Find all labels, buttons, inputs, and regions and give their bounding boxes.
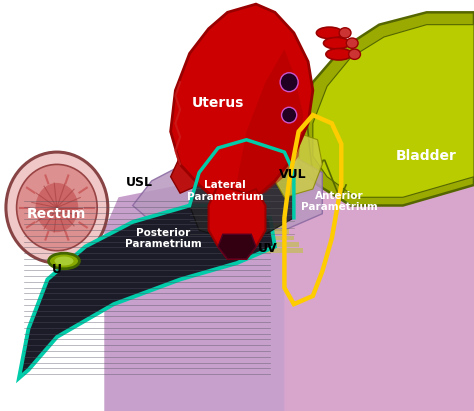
Ellipse shape <box>36 183 78 232</box>
Polygon shape <box>218 234 256 259</box>
Text: Uterus: Uterus <box>192 96 244 110</box>
Polygon shape <box>133 242 299 247</box>
Text: UV: UV <box>258 242 278 255</box>
Polygon shape <box>133 229 289 234</box>
Polygon shape <box>190 140 294 238</box>
Text: USL: USL <box>127 176 153 189</box>
Ellipse shape <box>326 48 352 60</box>
Polygon shape <box>133 144 322 230</box>
Text: Bladder: Bladder <box>396 149 457 163</box>
Polygon shape <box>299 12 474 206</box>
Text: Lateral
Parametrium: Lateral Parametrium <box>187 180 264 202</box>
Polygon shape <box>171 4 313 206</box>
Ellipse shape <box>282 107 297 123</box>
Polygon shape <box>171 148 209 193</box>
Text: Posterior
Parametrium: Posterior Parametrium <box>125 228 202 249</box>
Polygon shape <box>265 132 322 197</box>
Polygon shape <box>133 223 284 228</box>
Text: VUL: VUL <box>279 168 307 181</box>
Polygon shape <box>209 185 265 259</box>
Polygon shape <box>313 25 474 197</box>
Ellipse shape <box>280 73 298 92</box>
Text: Rectum: Rectum <box>27 207 87 221</box>
Polygon shape <box>284 144 474 411</box>
Ellipse shape <box>17 164 97 251</box>
Ellipse shape <box>6 152 108 263</box>
Text: Anterior
Parametrium: Anterior Parametrium <box>301 191 377 212</box>
Polygon shape <box>133 236 294 240</box>
Ellipse shape <box>49 253 80 269</box>
Ellipse shape <box>346 38 358 48</box>
Ellipse shape <box>323 37 349 49</box>
Text: U: U <box>52 263 62 276</box>
Ellipse shape <box>348 49 360 60</box>
Polygon shape <box>104 115 474 411</box>
Ellipse shape <box>55 256 73 266</box>
Polygon shape <box>133 248 303 253</box>
Ellipse shape <box>339 28 351 38</box>
Ellipse shape <box>316 27 342 39</box>
Polygon shape <box>19 206 275 378</box>
Polygon shape <box>237 49 303 197</box>
